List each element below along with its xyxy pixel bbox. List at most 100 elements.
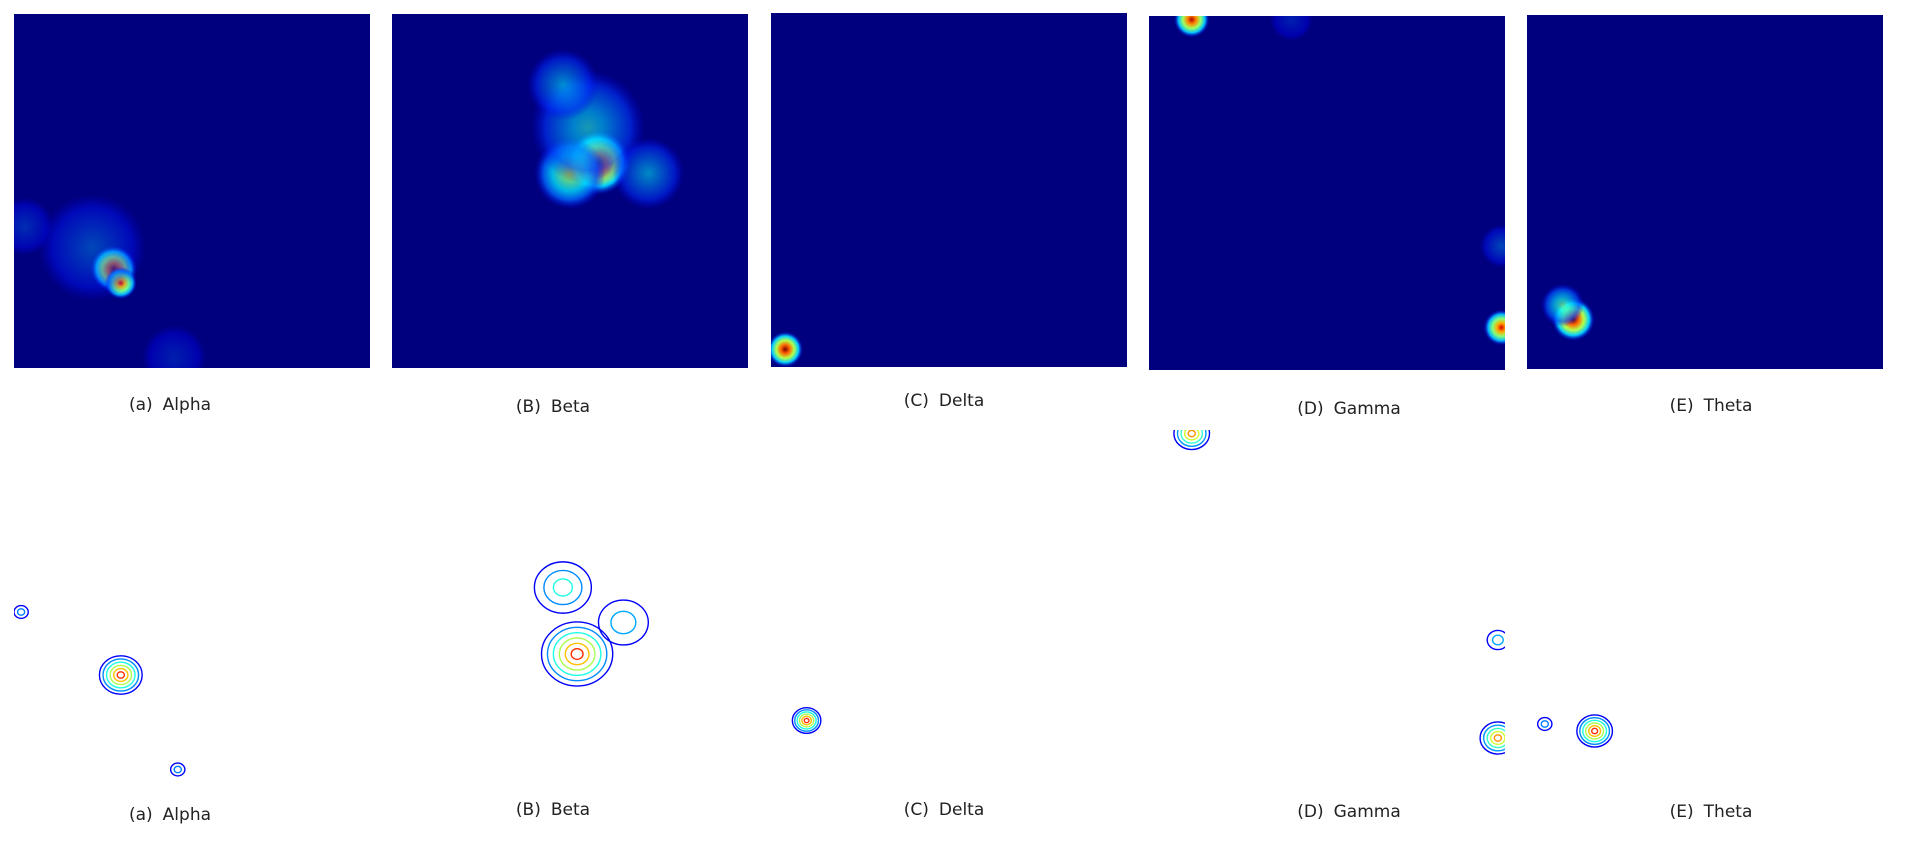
contour-line — [570, 647, 584, 661]
contour-line — [1540, 720, 1550, 728]
contour-line — [116, 671, 126, 679]
heatmap-panel-delta — [771, 13, 1127, 367]
caption-heatmap-beta: (B) Beta — [516, 397, 590, 417]
contour-line — [798, 713, 815, 728]
panel-background — [1149, 430, 1505, 780]
caption-letter: (B) — [515, 800, 541, 820]
caption-heatmap-gamma: (D) Gamma — [1297, 399, 1401, 419]
panel-background — [1149, 16, 1505, 370]
caption-contour-beta: (B) Beta — [516, 800, 590, 820]
contour-line — [1173, 430, 1211, 451]
contour-line — [16, 608, 26, 616]
caption-name: Gamma — [1333, 399, 1401, 419]
panel-background — [14, 14, 370, 368]
caption-contour-theta: (E) Theta — [1670, 802, 1753, 822]
caption-name: Delta — [938, 391, 985, 411]
caption-heatmap-delta: (C) Delta — [904, 391, 985, 411]
panel-background — [392, 430, 748, 780]
caption-name: Delta — [938, 800, 985, 820]
contour-line — [546, 626, 608, 682]
contour-panel-theta — [1527, 430, 1883, 780]
caption-contour-alpha: (a) Alpha — [129, 805, 211, 825]
caption-letter: (E) — [1669, 802, 1694, 822]
panel-background — [1527, 430, 1883, 780]
contour-line — [169, 762, 186, 777]
contour-line — [1486, 629, 1505, 651]
contour-panel-gamma — [1149, 430, 1505, 780]
contour-line — [543, 569, 583, 606]
caption-letter: (D) — [1297, 802, 1324, 822]
caption-name: Beta — [550, 397, 591, 417]
caption-name: Alpha — [162, 805, 212, 825]
heatmap-panel-gamma — [1149, 16, 1505, 370]
caption-name: Theta — [1703, 396, 1753, 416]
panel-background — [771, 13, 1127, 367]
heatmap-panel-alpha — [14, 14, 370, 368]
contour-panel-alpha — [14, 430, 370, 780]
contour-line — [1183, 430, 1200, 441]
contour-line — [1579, 716, 1611, 746]
caption-name: Beta — [550, 800, 591, 820]
contour-line — [105, 661, 136, 689]
contour-line — [791, 706, 822, 735]
caption-name: Theta — [1703, 802, 1753, 822]
heat-blob — [14, 197, 54, 255]
contour-line — [109, 664, 133, 686]
contour-line — [1491, 634, 1504, 646]
contour-line — [1479, 721, 1505, 755]
contour-line — [98, 655, 143, 695]
contour-line — [794, 709, 820, 732]
contour-line — [1482, 724, 1505, 752]
contour-line — [803, 717, 810, 724]
heat-blob — [771, 331, 804, 367]
contour-line — [610, 610, 637, 635]
heat-blob — [1270, 16, 1313, 41]
contour-line — [1176, 430, 1207, 448]
panel-background — [771, 430, 1127, 780]
heat-blob — [1480, 224, 1505, 268]
contour-line — [552, 578, 574, 597]
contour-line — [1180, 430, 1204, 444]
caption-letter: (E) — [1669, 396, 1694, 416]
contour-line — [1588, 724, 1602, 738]
heat-blob — [612, 137, 684, 209]
heat-blob — [38, 194, 146, 302]
contour-line — [1187, 430, 1196, 438]
caption-name: Gamma — [1333, 802, 1401, 822]
contour-line — [1585, 722, 1605, 740]
contour-line — [533, 561, 593, 614]
contour-line — [1486, 727, 1505, 749]
contour-line — [102, 658, 140, 692]
heat-blob — [527, 49, 599, 121]
caption-contour-gamma: (D) Gamma — [1297, 802, 1401, 822]
caption-contour-delta: (C) Delta — [904, 800, 985, 820]
contour-line — [1590, 727, 1599, 735]
heat-blob — [142, 325, 207, 368]
heat-blob — [1483, 309, 1505, 346]
heatmap-panel-theta — [1527, 15, 1883, 369]
caption-name: Alpha — [162, 395, 212, 415]
caption-letter: (a) — [128, 395, 153, 415]
caption-letter: (C) — [903, 391, 929, 411]
contour-line — [1576, 714, 1614, 748]
contour-line — [597, 599, 650, 646]
contour-panel-delta — [771, 430, 1127, 780]
caption-heatmap-alpha: (a) Alpha — [129, 395, 211, 415]
caption-heatmap-theta: (E) Theta — [1670, 396, 1753, 416]
panels-group — [14, 13, 1883, 780]
heatmap-panel-beta — [392, 14, 748, 368]
contour-line — [112, 667, 129, 683]
contour-line — [801, 715, 813, 726]
contour-line — [14, 604, 29, 620]
contour-line — [796, 711, 817, 730]
contour-line — [1536, 716, 1553, 732]
contour-line — [1582, 719, 1608, 743]
contour-line — [558, 637, 596, 671]
contour-line — [564, 642, 590, 666]
caption-letter: (D) — [1297, 399, 1324, 419]
heat-blob — [1541, 283, 1584, 327]
contour-line — [173, 765, 183, 774]
panel-background — [14, 430, 370, 780]
caption-letter: (B) — [515, 397, 541, 417]
